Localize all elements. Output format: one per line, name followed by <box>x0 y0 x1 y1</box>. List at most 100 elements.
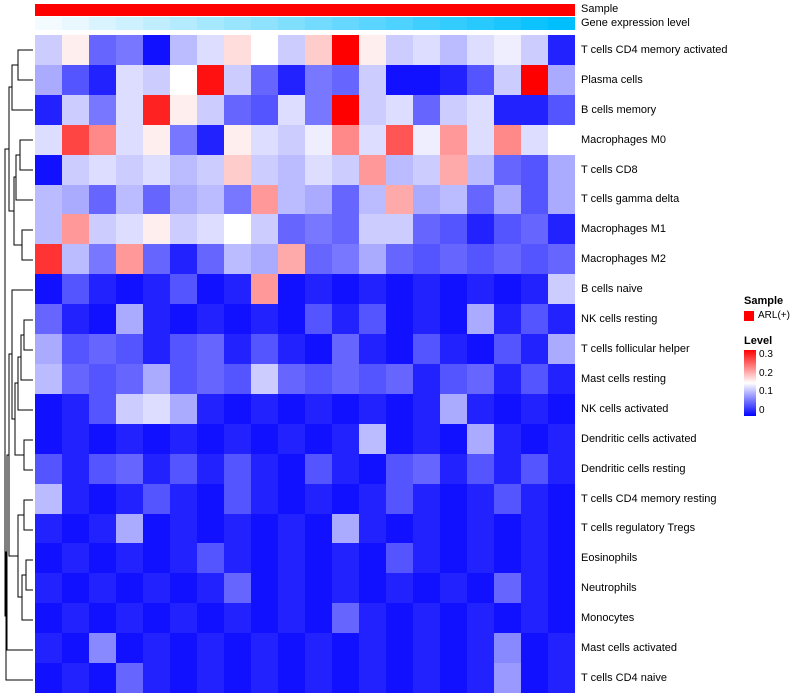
heatmap-cell <box>548 154 575 185</box>
heatmap-cell <box>521 423 548 454</box>
heatmap-cell <box>413 124 440 155</box>
sample-annotation-cell <box>116 4 143 16</box>
heatmap-cell <box>35 513 62 544</box>
heatmap-cell <box>143 513 170 544</box>
heatmap-cell <box>224 334 251 364</box>
annotation-bar-sample <box>35 4 575 16</box>
heatmap-cell <box>521 244 548 275</box>
heatmap-cell <box>143 483 170 514</box>
level-gradient <box>744 350 756 416</box>
legend: Sample ARL(+) Level 0.3 0.2 0.1 0 <box>744 295 790 416</box>
heatmap-cell <box>332 483 359 514</box>
heatmap-cell <box>62 154 89 185</box>
heatmap-cell <box>332 214 359 245</box>
heatmap-cell <box>305 64 332 95</box>
heatmap-cell <box>413 393 440 424</box>
heatmap-cell <box>332 393 359 424</box>
heatmap-cell <box>305 304 332 335</box>
heatmap-cell <box>494 214 521 245</box>
heatmap-cell <box>251 184 278 215</box>
heatmap-cell <box>116 214 143 245</box>
row-label: B cells naive <box>581 283 643 296</box>
heatmap-cell <box>494 423 521 454</box>
heatmap-cell <box>170 184 197 215</box>
sample-annotation-cell <box>197 4 224 16</box>
heatmap-cell <box>170 64 197 95</box>
heatmap-cell <box>413 363 440 394</box>
legend-sample-title: Sample <box>744 295 784 307</box>
heatmap-cell <box>332 363 359 394</box>
heatmap-cell <box>359 154 386 185</box>
heatmap-cell <box>386 64 413 95</box>
sample-annotation-cell <box>143 4 170 16</box>
heatmap-cell <box>278 483 305 514</box>
heatmap-cell <box>170 513 197 544</box>
heatmap-cell <box>197 124 224 155</box>
heatmap-cell <box>278 633 305 664</box>
heatmap-cell <box>278 423 305 454</box>
heatmap-cell <box>332 274 359 305</box>
heatmap-cell <box>278 154 305 185</box>
heatmap-cell <box>305 363 332 394</box>
heatmap-cell <box>467 393 494 424</box>
heatmap-cell <box>116 393 143 424</box>
heatmap-cell <box>413 274 440 305</box>
heatmap-cell <box>413 543 440 574</box>
heatmap-cell <box>62 633 89 664</box>
heatmap-cell <box>548 453 575 484</box>
heatmap-cell <box>170 124 197 155</box>
heatmap-cell <box>359 513 386 544</box>
heatmap-cell <box>35 64 62 95</box>
heatmap-cell <box>386 663 413 693</box>
heatmap-cell <box>548 363 575 394</box>
heatmap-grid <box>35 35 575 693</box>
row-label: T cells gamma delta <box>581 193 680 206</box>
heatmap-cell <box>278 453 305 484</box>
heatmap-cell <box>359 543 386 574</box>
heatmap-cell <box>413 154 440 185</box>
heatmap-cell <box>467 513 494 544</box>
heatmap-cell <box>332 64 359 95</box>
heatmap-cell <box>35 334 62 364</box>
heatmap-cell <box>170 633 197 664</box>
sample-annotation-cell <box>89 4 116 16</box>
heatmap-cell <box>332 543 359 574</box>
heatmap-cell <box>386 154 413 185</box>
heatmap-cell <box>143 393 170 424</box>
heatmap-cell <box>440 423 467 454</box>
heatmap-cell <box>332 304 359 335</box>
heatmap-cell <box>143 334 170 364</box>
heatmap-cell <box>467 184 494 215</box>
heatmap-cell <box>440 393 467 424</box>
heatmap-cell <box>35 633 62 664</box>
legend-level-title: Level <box>744 335 773 347</box>
heatmap-cell <box>413 483 440 514</box>
heatmap-cell <box>440 573 467 604</box>
heatmap-cell <box>89 274 116 305</box>
expression-annotation-cell <box>494 17 521 30</box>
heatmap-cell <box>224 304 251 335</box>
heatmap-cell <box>494 94 521 125</box>
heatmap-cell <box>359 393 386 424</box>
heatmap-cell <box>440 334 467 364</box>
heatmap-cell <box>251 393 278 424</box>
heatmap-cell <box>197 64 224 95</box>
heatmap-cell <box>521 214 548 245</box>
heatmap-cell <box>224 244 251 275</box>
heatmap-cell <box>170 274 197 305</box>
heatmap-cell <box>305 663 332 693</box>
heatmap-cell <box>143 304 170 335</box>
heatmap-cell <box>197 274 224 305</box>
heatmap-cell <box>143 154 170 185</box>
heatmap-cell <box>35 35 62 65</box>
heatmap-cell <box>467 64 494 95</box>
heatmap-cell <box>197 94 224 125</box>
sample-annotation-cell <box>278 4 305 16</box>
expression-annotation-cell <box>386 17 413 30</box>
heatmap-cell <box>143 274 170 305</box>
row-label: Dendritic cells resting <box>581 462 686 475</box>
heatmap-cell <box>116 184 143 215</box>
heatmap-cell <box>305 154 332 185</box>
heatmap-cell <box>116 423 143 454</box>
heatmap-cell <box>35 453 62 484</box>
